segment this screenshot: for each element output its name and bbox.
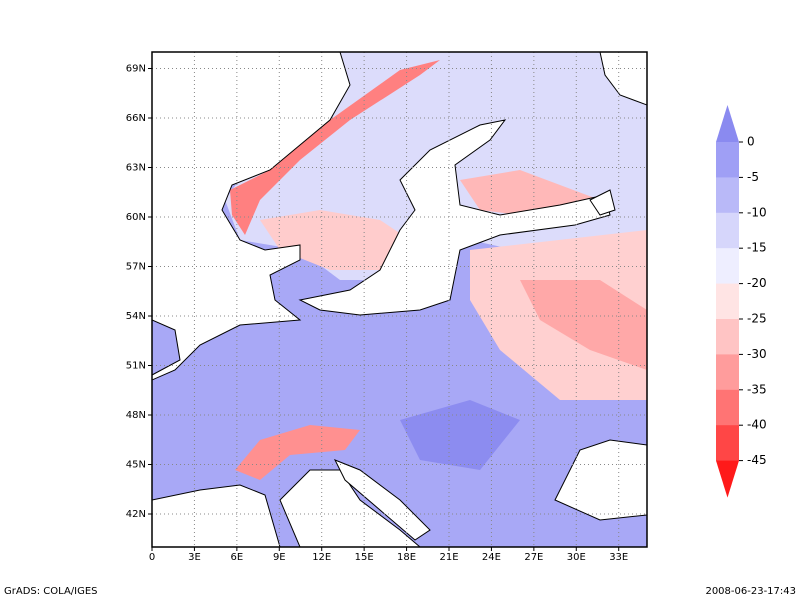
colorbar-segment: [716, 319, 739, 355]
colorbar-segment: [716, 248, 739, 285]
tyrrhenian-adriatic: [279, 469, 421, 547]
x-tick-label: 9E: [273, 552, 286, 563]
x-tick-label: 30E: [567, 552, 586, 563]
footer-left: GrADS: COLA/IGES: [4, 586, 98, 597]
x-tick-label: 27E: [524, 552, 543, 563]
colorbar: 0 -5 -10 -15 -20 -25 -30 -35 -40 -45: [716, 105, 767, 498]
colorbar-label: -20: [747, 276, 767, 290]
x-tick-label: 0: [149, 552, 155, 563]
axes: 0 3E 6E 9E 12E 15E 18E 21E 24E 27E 30E 33E 42N 45N 48N…: [126, 52, 647, 563]
gulf-of-lion: [152, 484, 281, 547]
britain: [152, 319, 181, 376]
field-carpathian: [400, 400, 520, 470]
y-tick-label: 48N: [126, 410, 146, 421]
y-tick-label: 66N: [126, 113, 146, 124]
lake: [589, 189, 616, 216]
colorbar-top-arrow: [716, 105, 739, 142]
x-tick-label: 3E: [188, 552, 201, 563]
colorbar-segment: [716, 389, 739, 426]
map-frame: [151, 51, 648, 548]
x-tick-label: 33E: [609, 552, 628, 563]
colorbar-segment: [716, 177, 739, 214]
y-tick-label: 63N: [126, 163, 146, 174]
x-tick-label: 12E: [312, 552, 331, 563]
colorbar-label: -5: [747, 170, 759, 184]
y-tick-label: 54N: [126, 311, 146, 322]
colorbar-segment: [716, 425, 739, 462]
footer-right: 2008-06-23-17:43: [705, 586, 796, 597]
field-mountains: [230, 60, 440, 235]
colorbar-label: -25: [747, 312, 767, 326]
colorbar-label: -35: [747, 382, 767, 396]
colorbar-segment: [716, 212, 739, 249]
y-tick-label: 69N: [126, 64, 146, 75]
y-tick-label: 45N: [126, 460, 146, 471]
black-sea: [554, 439, 647, 521]
x-tick-label: 18E: [397, 552, 416, 563]
field-alps: [235, 425, 360, 480]
colorbar-label: -45: [747, 453, 767, 467]
colorbar-label: -15: [747, 241, 767, 255]
x-tick-label: 15E: [355, 552, 374, 563]
field: [152, 52, 647, 547]
colorbar-label: -40: [747, 418, 767, 432]
colorbar-label: -10: [747, 205, 767, 219]
colorbar-label: 0: [747, 135, 755, 149]
x-tick-label: 21E: [439, 552, 458, 563]
colorbar-segment: [716, 283, 739, 320]
north-sea: [152, 52, 351, 381]
y-tick-label: 57N: [126, 262, 146, 273]
barents-sea: [599, 52, 647, 106]
y-tick-label: 51N: [126, 361, 146, 372]
y-tick-label: 60N: [126, 212, 146, 223]
baltic-sea: [298, 119, 611, 316]
colorbar-label: -30: [747, 347, 767, 361]
colorbar-segment: [716, 142, 739, 178]
colorbar-bottom-arrow: [716, 460, 739, 498]
x-tick-label: 24E: [482, 552, 501, 563]
colorbar-segment: [716, 354, 739, 391]
y-tick-label: 42N: [126, 509, 146, 520]
x-tick-label: 6E: [231, 552, 244, 563]
field-east-core: [520, 280, 647, 370]
